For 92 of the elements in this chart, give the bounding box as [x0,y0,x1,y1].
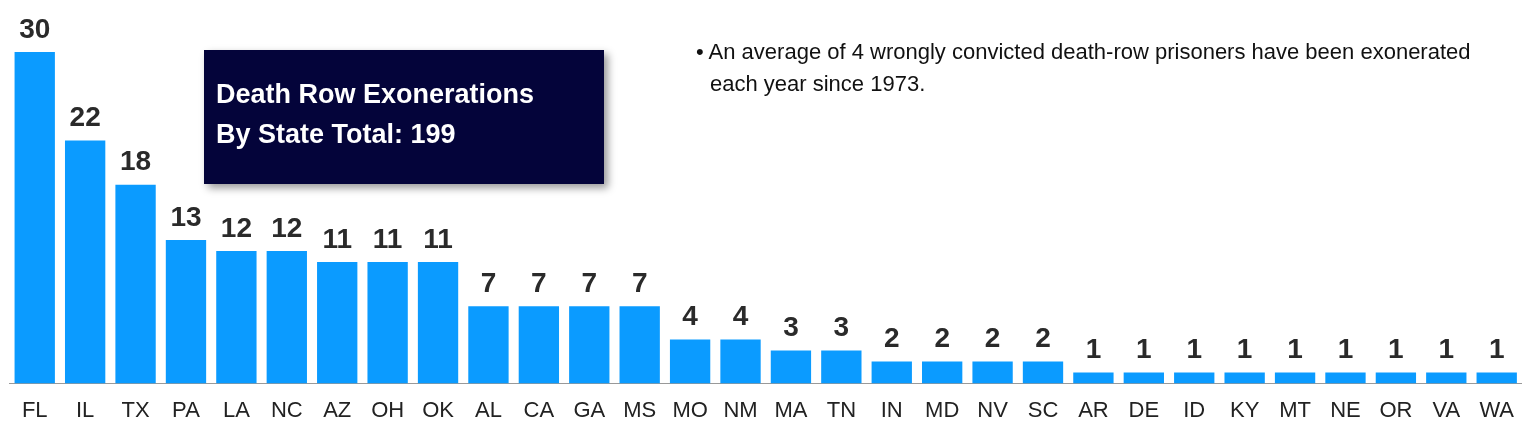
bar [1022,361,1064,384]
x-tick-label: MO [672,396,708,422]
bar [1174,372,1215,384]
annotation: • An average of 4 wrongly convicted death-row prisoners have been exonerated each year since 1973. [696,38,1472,98]
x-tick-label: KY [1229,396,1260,422]
data-label: 7 [581,266,598,298]
data-label: 22 [69,101,101,133]
bar [518,306,560,384]
data-label: 1 [1085,333,1102,365]
bar [14,52,55,384]
x-tick-label: MD [925,396,960,422]
bar [922,361,963,384]
x-tick-label: OK [422,396,455,422]
data-label: 13 [170,200,202,232]
data-label: 18 [119,145,152,177]
bar [1375,372,1417,384]
bar [669,339,711,384]
bar [569,306,610,384]
x-tick-label: ID [1183,396,1206,422]
bar [165,239,207,384]
data-label: 1 [1236,333,1253,365]
x-tick-label: OH [371,396,405,422]
text: Death Row Exonerations By State Total: 199 [216,78,536,151]
x-tick-label: NE [1330,396,1361,422]
data-label: 4 [682,300,699,332]
data-label: 12 [220,211,252,243]
data-label: 1 [1488,333,1505,365]
bar [367,262,408,384]
bar [1426,372,1467,384]
x-tick-label: TX [121,396,150,422]
x-tick-label: TN [826,396,857,422]
data-label: 1 [1287,333,1303,365]
bar [1224,372,1265,384]
x-tick-label: PA [172,396,201,422]
bar [468,306,509,384]
data-label: 11 [322,222,353,254]
bar [871,361,912,384]
bar [1123,372,1164,384]
x-tick-label: VA [1432,396,1461,422]
data-label: 30 [19,12,51,44]
bar [266,250,307,384]
data-label: 7 [531,266,547,298]
bar [1476,372,1517,384]
data-label: 2 [1035,322,1051,354]
data-label: 4 [732,300,749,332]
x-tick-label: NV [977,396,1009,422]
bar [1274,372,1316,384]
data-label: 11 [423,222,453,254]
bar [619,306,660,384]
x-tick-label: CA [523,396,555,422]
x-tick-label: MS [623,396,657,422]
bar [1073,372,1114,384]
x-tick-label: IL [75,396,95,422]
data-label: 2 [934,322,950,354]
data-label: 1 [1438,333,1455,365]
x-tick-label: MT [1279,396,1311,422]
bar [972,361,1013,384]
bar [417,262,459,384]
bar [317,262,358,384]
data-label: 2 [883,322,900,354]
x-tick-label: NM [723,396,758,422]
data-label: 3 [783,311,799,343]
data-label: 1 [1388,333,1404,365]
x-tick-label: NC [270,396,303,422]
x-tick-label: SC [1027,396,1059,422]
data-label: 7 [480,266,497,298]
bar [720,339,761,384]
x-tick-label: GA [573,396,606,422]
x-tick-label: FL [21,396,48,422]
x-tick-label: WA [1479,396,1515,422]
x-tick-label: LA [222,396,251,422]
data-label: 1 [1186,333,1203,365]
bar [1325,372,1366,384]
x-tick-label: MA [774,396,808,422]
x-tick-label: AZ [323,396,352,422]
x-tick-label: AL [474,396,502,422]
bar [64,140,106,384]
x-tick-label: IN [880,396,903,422]
bar [115,184,156,384]
data-label: 2 [984,322,1001,354]
data-label: 12 [271,211,303,243]
bar [770,350,812,384]
x-tick-label: DE [1128,396,1160,422]
data-label: 11 [372,222,403,254]
data-label: 7 [631,266,648,298]
bar [821,350,862,384]
x-tick-label: AR [1078,396,1109,422]
bar [216,250,257,384]
data-label: 1 [1337,333,1354,365]
x-tick-label: OR [1379,396,1413,422]
data-label: 3 [833,311,850,343]
data-label: 1 [1136,333,1152,365]
